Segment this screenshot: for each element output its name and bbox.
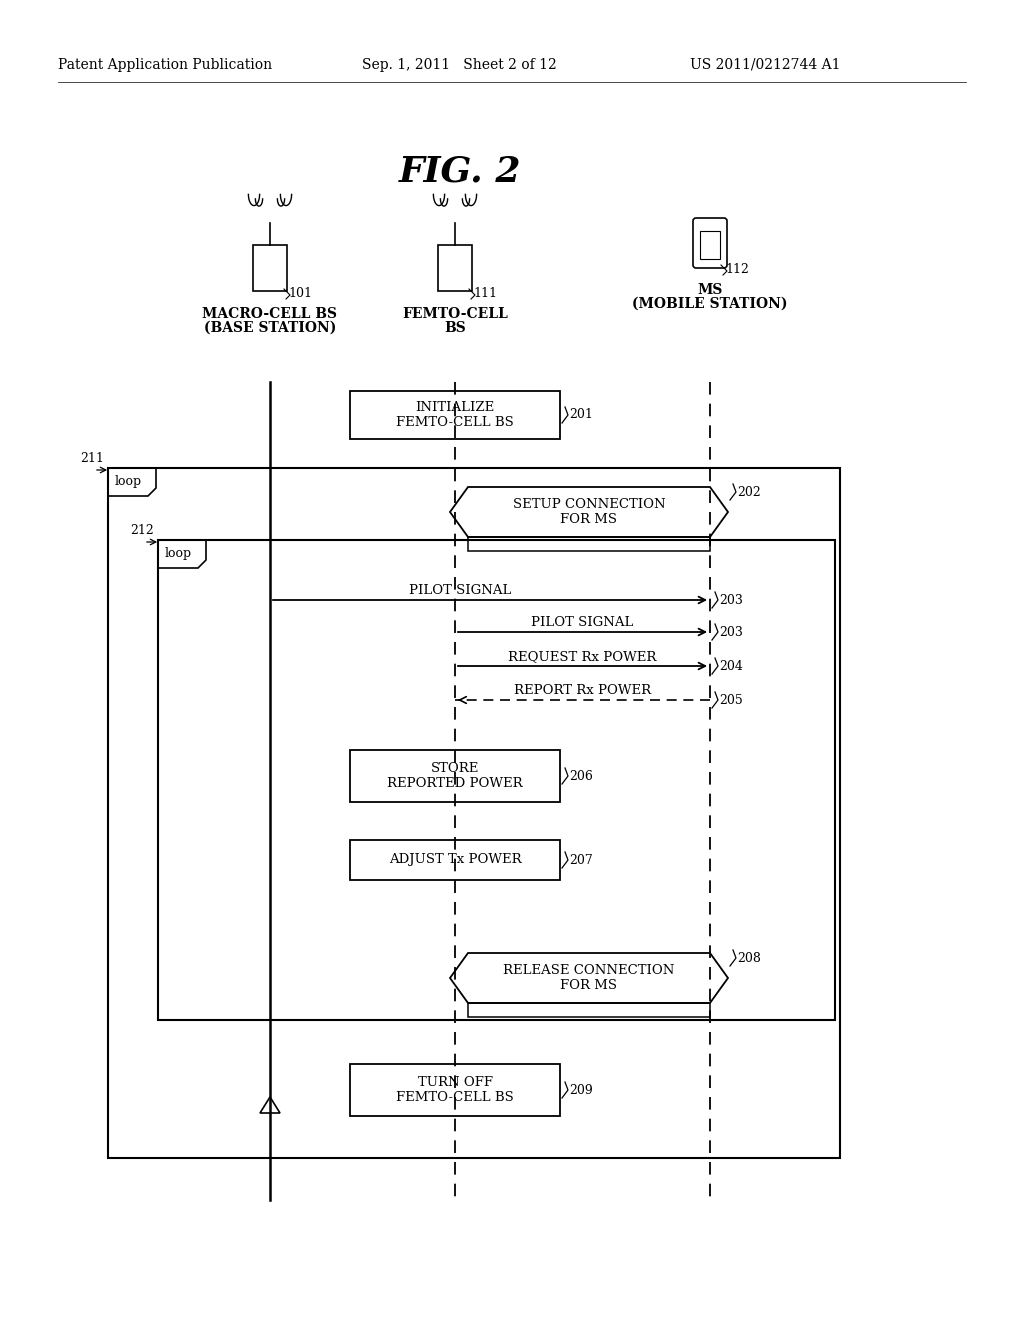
Text: 112: 112	[725, 263, 749, 276]
Text: 201: 201	[569, 408, 593, 421]
Text: PILOT SIGNAL: PILOT SIGNAL	[531, 616, 634, 630]
Text: 208: 208	[737, 952, 761, 965]
FancyBboxPatch shape	[693, 218, 727, 268]
Text: 206: 206	[569, 770, 593, 783]
Text: FEMTO-CELL: FEMTO-CELL	[402, 308, 508, 321]
Text: PILOT SIGNAL: PILOT SIGNAL	[409, 583, 511, 597]
Text: 203: 203	[719, 594, 742, 606]
Bar	[350, 840, 560, 880]
Text: 207: 207	[569, 854, 593, 866]
Text: 111: 111	[473, 286, 497, 300]
Text: 211: 211	[80, 451, 104, 465]
Text: RELEASE CONNECTION
FOR MS: RELEASE CONNECTION FOR MS	[504, 964, 675, 993]
Text: TURN OFF
FEMTO-CELL BS: TURN OFF FEMTO-CELL BS	[396, 1076, 514, 1104]
Text: 205: 205	[719, 693, 742, 706]
Text: 212: 212	[130, 524, 154, 537]
Bar	[108, 469, 840, 1158]
Bar	[350, 750, 560, 803]
Text: Sep. 1, 2011   Sheet 2 of 12: Sep. 1, 2011 Sheet 2 of 12	[362, 58, 557, 73]
Text: ADJUST Tx POWER: ADJUST Tx POWER	[389, 854, 521, 866]
Bar	[438, 246, 472, 290]
Text: 204: 204	[719, 660, 742, 672]
Text: REPORT Rx POWER: REPORT Rx POWER	[514, 684, 651, 697]
Text: 202: 202	[737, 486, 761, 499]
Bar	[350, 1064, 560, 1115]
Text: (MOBILE STATION): (MOBILE STATION)	[632, 297, 787, 312]
Text: MACRO-CELL BS: MACRO-CELL BS	[203, 308, 338, 321]
Text: FIG. 2: FIG. 2	[398, 154, 521, 189]
Text: BS: BS	[444, 321, 466, 335]
Bar	[350, 391, 560, 440]
Text: REQUEST Rx POWER: REQUEST Rx POWER	[508, 649, 656, 663]
Text: 101: 101	[288, 286, 312, 300]
Text: SETUP CONNECTION
FOR MS: SETUP CONNECTION FOR MS	[513, 498, 666, 525]
Bar	[253, 246, 287, 290]
Text: INITIALIZE
FEMTO-CELL BS: INITIALIZE FEMTO-CELL BS	[396, 401, 514, 429]
Text: loop: loop	[165, 548, 191, 561]
Bar	[700, 231, 720, 259]
Text: 203: 203	[719, 626, 742, 639]
Bar	[158, 540, 835, 1020]
Text: MS: MS	[697, 282, 723, 297]
Text: US 2011/0212744 A1: US 2011/0212744 A1	[690, 58, 841, 73]
Text: STORE
REPORTED POWER: STORE REPORTED POWER	[387, 762, 523, 789]
Text: Patent Application Publication: Patent Application Publication	[58, 58, 272, 73]
Text: 209: 209	[569, 1084, 593, 1097]
Text: (BASE STATION): (BASE STATION)	[204, 321, 336, 335]
Text: loop: loop	[115, 475, 141, 488]
